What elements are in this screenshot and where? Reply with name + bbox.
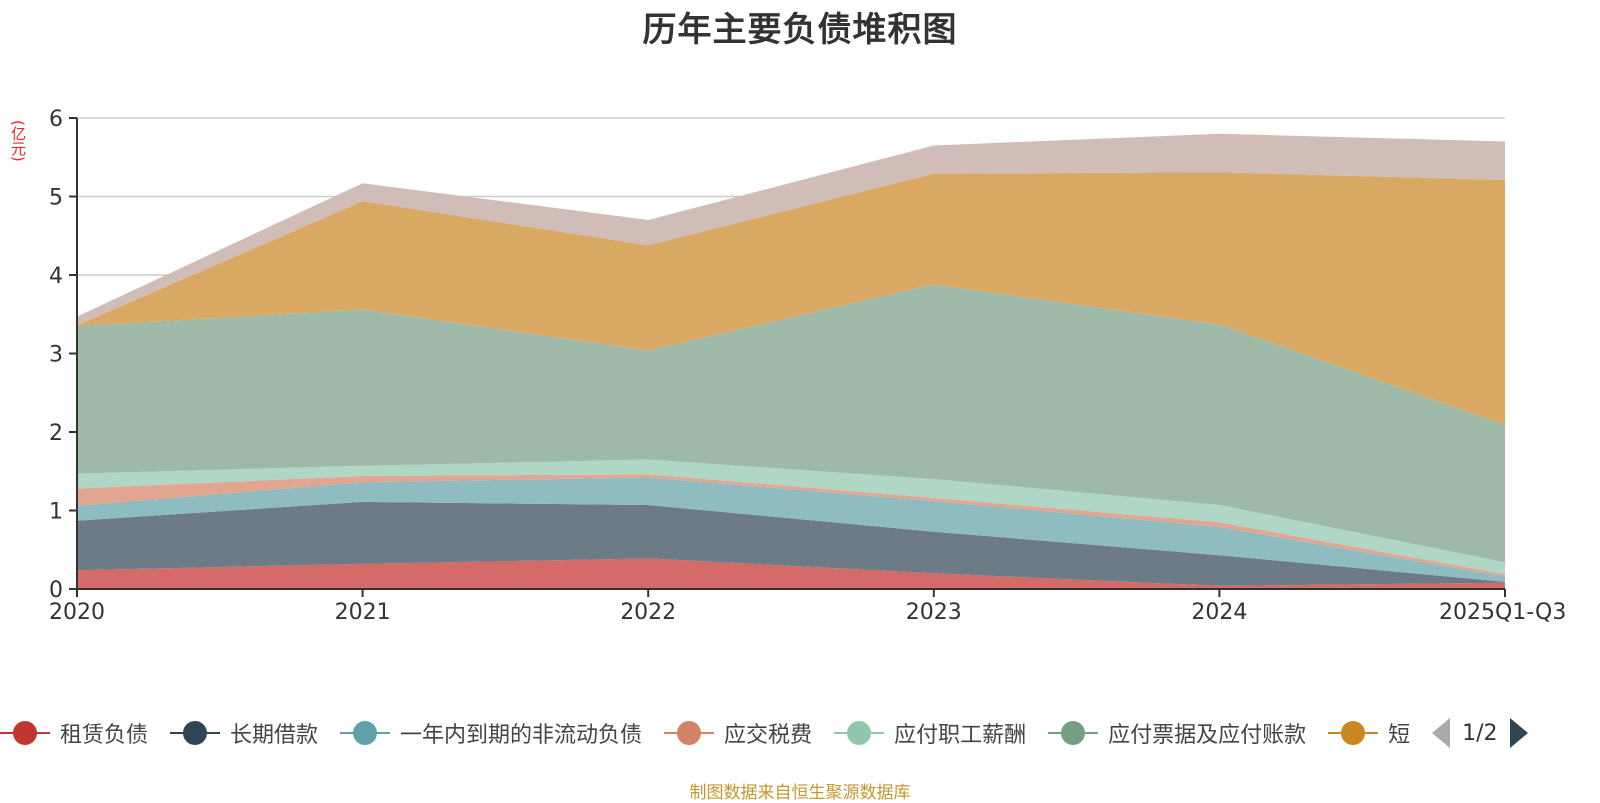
x-tick-label: 2022: [620, 600, 676, 625]
x-tick-label: 2021: [335, 600, 391, 625]
legend-label: 一年内到期的非流动负债: [400, 723, 643, 748]
legend-item-3[interactable]: 一年内到期的非流动负债: [340, 717, 642, 749]
legend-label: 应付职工薪酬: [894, 723, 1027, 748]
chart-title: 历年主要负债堆积图: [642, 10, 958, 50]
legend-label: 应交税费: [724, 723, 813, 748]
legend-label: 长期借款: [230, 723, 319, 748]
legend-marker-icon: [1048, 721, 1099, 745]
area-series-1[interactable]: [77, 558, 1505, 589]
legend-item-2[interactable]: 长期借款: [170, 717, 318, 749]
legend-marker-icon: [834, 721, 885, 745]
legend-marker-icon: [1328, 721, 1379, 745]
y-tick-label: 5: [49, 186, 63, 211]
y-tick-label: 2: [49, 421, 63, 446]
y-tick-label: 3: [49, 343, 63, 368]
data-source-note: 制图数据来自恒生聚源数据库: [689, 783, 911, 803]
y-tick-label: 4: [49, 264, 63, 289]
area-series-5[interactable]: [77, 459, 1505, 575]
legend-marker-icon: [170, 721, 221, 745]
area-series-7[interactable]: [77, 172, 1505, 425]
legend-label: 应付票据及应付账款: [1108, 723, 1307, 748]
y-tick-labels: 0 1 2 3 4 5 6: [49, 107, 63, 603]
area-series-6[interactable]: [77, 284, 1505, 563]
legend-item-6[interactable]: 应付票据及应付账款: [1048, 717, 1306, 749]
y-tick-label: 1: [49, 500, 63, 525]
x-tick-labels: 2020 2021 2022 2023 2024 2025Q1-Q3: [49, 600, 1566, 625]
y-tick-label: 0: [49, 578, 63, 603]
legend-item-7[interactable]: 短: [1328, 717, 1410, 749]
legend-item-4[interactable]: 应交税费: [664, 717, 812, 749]
legend-item-5[interactable]: 应付职工薪酬: [834, 717, 1026, 749]
y-tick-label: 6: [49, 107, 63, 132]
x-tick-label: 2023: [906, 600, 962, 625]
legend-prev-page-icon[interactable]: [1432, 718, 1451, 748]
legend-marker-icon: [664, 721, 715, 745]
legend-marker-icon: [0, 721, 50, 745]
legend-next-page-icon[interactable]: [1509, 718, 1528, 748]
legend-marker-icon: [340, 721, 391, 745]
area-series-4[interactable]: [77, 474, 1505, 577]
legend-item-1[interactable]: 租赁负债: [0, 717, 148, 749]
legend-label: 短: [1388, 723, 1411, 748]
area-series-3[interactable]: [77, 477, 1505, 582]
y-axis-unit-label: (亿元): [9, 120, 27, 162]
area-series-2[interactable]: [77, 501, 1505, 586]
area-series: [77, 133, 1505, 589]
legend-page-indicator: 1/2: [1462, 720, 1498, 746]
legend-pager: 1/2: [1432, 718, 1528, 748]
legend: 租赁负债 长期借款 一年内到期的非流动负债 应交税费 应付职工薪酬 应付票据及应付账款 短 1…: [0, 716, 1600, 750]
legend-label: 租赁负债: [60, 723, 149, 748]
x-tick-label: 2025Q1-Q3: [1439, 600, 1566, 625]
x-tick-label: 2020: [49, 600, 105, 625]
area-series-8[interactable]: [77, 133, 1505, 326]
stacked-area-chart: 0 1 2 3 4 5 6 2020 2021 2022 2023 2024 2025Q1-Q3: [49, 107, 1566, 625]
axes: [69, 117, 1506, 597]
x-tick-label: 2024: [1191, 600, 1247, 625]
